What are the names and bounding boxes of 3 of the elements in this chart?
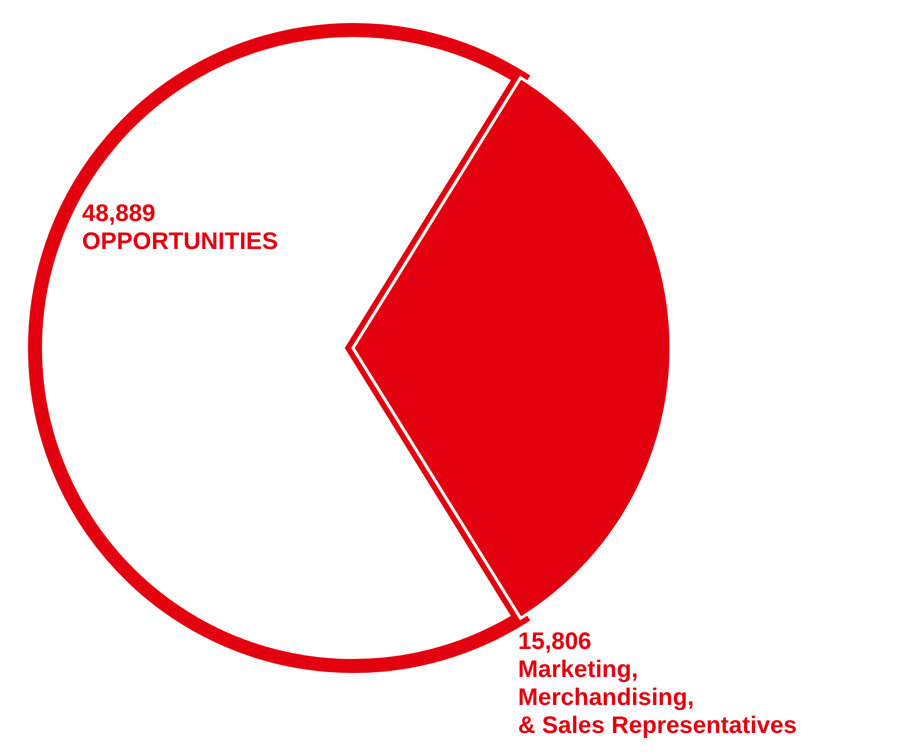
text: 48,889 OPPORTUNITIES	[82, 200, 278, 256]
data-label: 15,806	[518, 628, 592, 656]
slice-label: Marketing, Merchandising, & Sales Representatives	[518, 656, 797, 740]
